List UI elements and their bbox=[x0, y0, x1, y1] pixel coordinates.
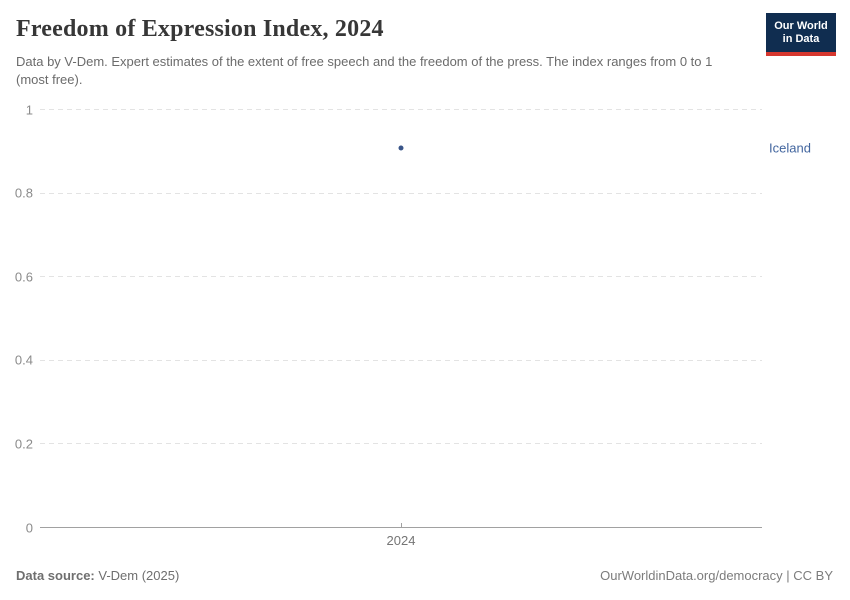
gridline: 0.8 bbox=[15, 186, 762, 201]
x-tick-mark bbox=[401, 523, 402, 527]
y-tick-label: 0.6 bbox=[14, 269, 33, 285]
owid-logo[interactable]: Our World in Data bbox=[766, 13, 836, 56]
gridline: 0.6 bbox=[15, 269, 762, 284]
credit-link[interactable]: OurWorldinData.org/democracy | CC BY bbox=[600, 568, 833, 583]
y-tick-label: 0 bbox=[25, 520, 33, 535]
data-source-note: Data source: V-Dem (2025) bbox=[16, 568, 179, 583]
y-tick-label: 0.4 bbox=[14, 352, 33, 368]
plot-area: 0 0.2 0.4 0.6 0.8 1 2024 Iceland bbox=[15, 102, 811, 548]
entity-label-iceland[interactable]: Iceland bbox=[769, 140, 811, 156]
owid-logo-line2: in Data bbox=[782, 32, 820, 45]
chart-title: Freedom of Expression Index, 2024 bbox=[16, 16, 384, 42]
owid-logo-red-bar bbox=[766, 52, 836, 56]
gridline: 0.2 bbox=[15, 436, 762, 451]
data-source-value: V-Dem (2025) bbox=[98, 568, 180, 583]
y-tick-label: 0.8 bbox=[14, 185, 33, 201]
gridline: 0.4 bbox=[15, 353, 762, 368]
data-point-iceland[interactable] bbox=[398, 145, 404, 151]
y-tick-label: 1 bbox=[25, 102, 33, 117]
chart-footer: Data source: V-Dem (2025) OurWorldinData… bbox=[16, 568, 833, 583]
gridline: 1 bbox=[26, 102, 762, 117]
owid-logo-box: Our World in Data bbox=[766, 13, 836, 52]
owid-logo-line1: Our World bbox=[774, 19, 828, 32]
data-source-label: Data source: bbox=[16, 568, 95, 583]
x-tick-label: 2024 bbox=[386, 533, 416, 548]
y-tick-label: 0.2 bbox=[14, 436, 33, 452]
x-axis-line: 0 bbox=[26, 520, 762, 535]
chart-subtitle: Data by V-Dem. Expert estimates of the e… bbox=[16, 54, 713, 87]
